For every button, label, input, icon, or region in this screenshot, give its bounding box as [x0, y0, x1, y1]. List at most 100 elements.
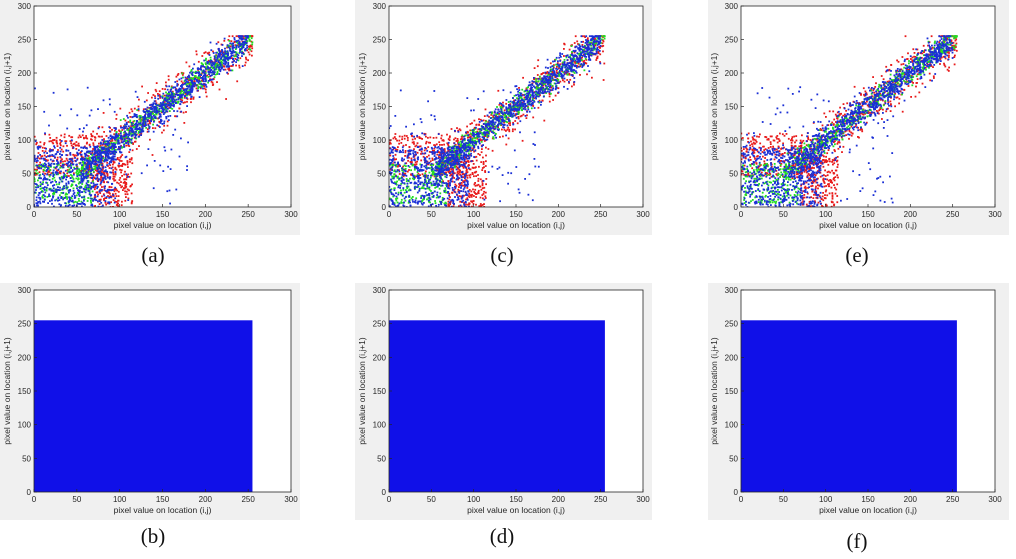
red-point — [551, 76, 553, 78]
red-point — [114, 172, 117, 175]
blue-point — [186, 165, 188, 168]
green-point — [519, 101, 522, 104]
blue-point — [124, 133, 127, 136]
blue-point — [209, 79, 212, 81]
red-point — [394, 133, 397, 135]
blue-point — [39, 202, 42, 205]
green-point — [129, 121, 132, 124]
red-point — [458, 189, 461, 192]
red-point — [466, 176, 469, 179]
blue-point — [104, 190, 107, 192]
red-point — [470, 200, 472, 203]
red-point — [116, 181, 118, 184]
blue-point — [144, 122, 147, 124]
green-point — [484, 129, 487, 132]
green-point — [122, 118, 125, 120]
blue-point — [70, 180, 73, 182]
green-point — [470, 129, 473, 132]
chart-panel-a: 0 50 100 150 200 250 300050100150200250300pixe… — [0, 0, 300, 267]
red-point — [427, 136, 429, 139]
red-point — [128, 189, 130, 192]
green-point — [545, 86, 548, 89]
blue-point — [185, 91, 188, 94]
blue-point — [217, 52, 220, 55]
blue-point — [221, 49, 223, 51]
red-point — [481, 184, 484, 187]
red-point — [116, 201, 118, 203]
green-point — [82, 162, 85, 165]
green-point — [590, 53, 593, 56]
blue-point — [68, 204, 71, 206]
red-point — [476, 192, 478, 195]
green-point — [540, 81, 543, 84]
green-point — [190, 77, 193, 79]
blue-point — [63, 176, 66, 178]
red-point — [247, 51, 250, 54]
blue-point — [179, 94, 182, 97]
green-point — [81, 160, 84, 163]
blue-point — [128, 134, 131, 136]
blue-point — [84, 176, 86, 179]
green-point — [88, 170, 91, 173]
blue-point — [127, 133, 129, 136]
red-point — [414, 137, 416, 140]
red-point — [127, 144, 130, 147]
blue-point — [90, 182, 93, 184]
red-point — [101, 163, 104, 165]
green-point — [513, 105, 516, 108]
blue-point — [121, 126, 124, 129]
red-point — [471, 205, 473, 207]
green-point — [74, 200, 77, 203]
blue-point — [100, 168, 103, 171]
blue-point — [56, 159, 58, 162]
red-point — [61, 158, 63, 161]
green-point — [78, 181, 81, 183]
blue-point — [117, 142, 119, 145]
blue-point — [149, 106, 152, 109]
blue-point — [208, 73, 211, 76]
red-point — [551, 71, 554, 73]
blue-point — [35, 186, 38, 189]
red-point — [247, 59, 249, 62]
blue-point — [133, 123, 136, 126]
blue-point — [224, 62, 227, 65]
red-point — [106, 191, 108, 194]
green-point — [566, 73, 569, 76]
green-point — [491, 111, 493, 114]
red-point — [130, 202, 133, 205]
green-point — [218, 63, 220, 66]
blue-point — [109, 103, 111, 106]
blue-point — [232, 54, 234, 57]
red-point — [94, 169, 97, 172]
red-point — [532, 116, 535, 119]
green-point — [91, 154, 94, 156]
blue-point — [138, 135, 141, 138]
blue-point — [135, 122, 138, 124]
red-point — [44, 150, 47, 153]
red-point — [80, 151, 82, 153]
green-point — [216, 73, 218, 75]
blue-point — [163, 146, 166, 149]
blue-point — [168, 85, 171, 88]
green-point — [145, 127, 148, 129]
red-point — [118, 165, 120, 168]
red-point — [410, 134, 413, 137]
blue-point — [166, 107, 169, 110]
red-point — [566, 79, 569, 81]
blue-point — [168, 94, 171, 97]
red-point — [43, 143, 45, 146]
blue-point — [219, 54, 221, 57]
red-point — [447, 182, 450, 185]
red-point — [394, 138, 397, 140]
red-point — [472, 167, 475, 169]
red-point — [393, 158, 396, 161]
red-point — [479, 139, 482, 142]
blue-point — [81, 191, 84, 193]
red-point — [406, 170, 409, 173]
blue-point — [100, 143, 102, 145]
blue-point — [166, 98, 169, 101]
blue-point — [143, 117, 146, 120]
blue-point — [181, 86, 183, 89]
green-point — [165, 108, 168, 111]
green-point — [169, 93, 172, 96]
